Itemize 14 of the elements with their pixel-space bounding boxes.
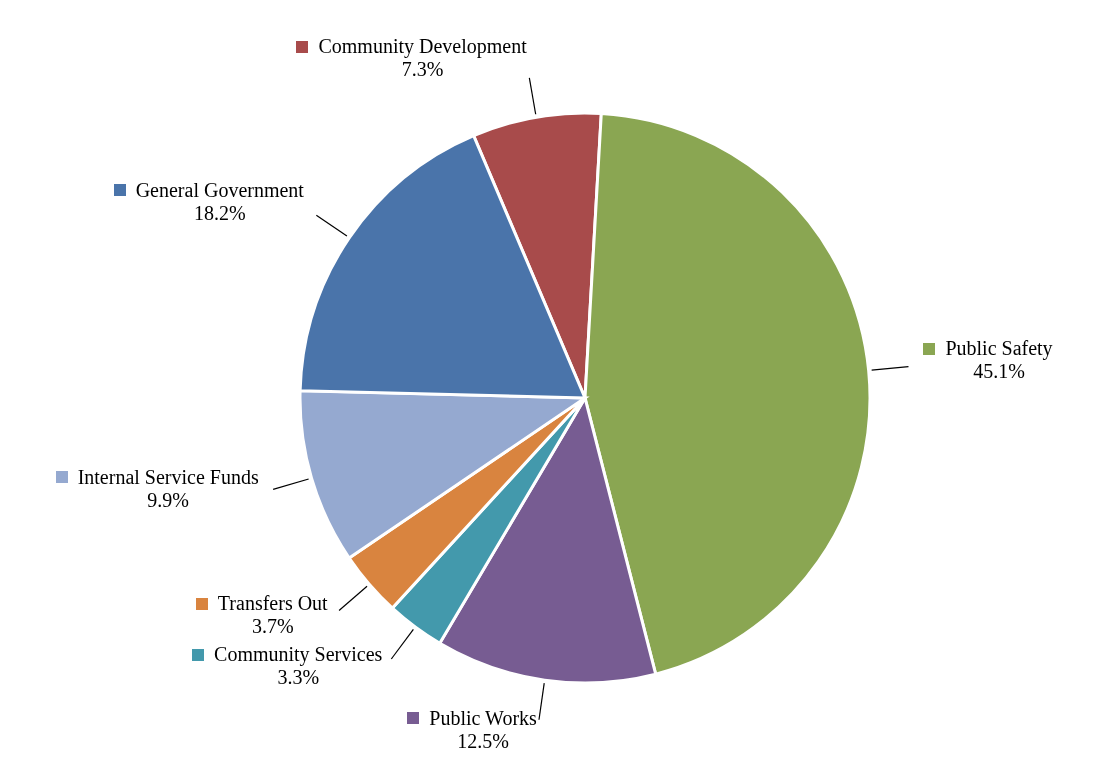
legend-label: General Government: [135, 178, 304, 202]
data-label: 18.2%: [192, 201, 246, 225]
data-label: 12.5%: [456, 729, 509, 753]
legend-label: Public Safety: [945, 337, 1053, 361]
legend-label: Transfers Out: [217, 592, 328, 616]
data-label: 3.7%: [250, 615, 294, 639]
data-label: 3.3%: [276, 666, 320, 690]
data-label: 7.3%: [400, 58, 444, 82]
legend-label: Internal Service Funds: [77, 465, 259, 489]
data-label: 45.1%: [972, 360, 1025, 384]
legend-label: Community Development: [318, 35, 527, 59]
data-label: 9.9%: [146, 488, 190, 512]
legend-label: Public Works: [429, 706, 537, 730]
legend-label: Community Services: [214, 643, 383, 667]
